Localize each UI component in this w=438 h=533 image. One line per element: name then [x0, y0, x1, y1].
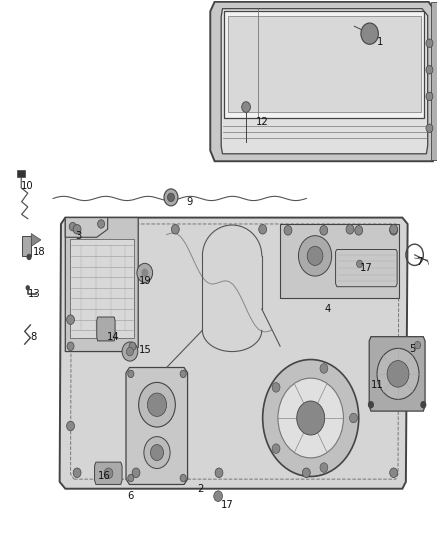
Text: 7: 7: [417, 257, 423, 267]
Circle shape: [180, 370, 186, 377]
Circle shape: [69, 222, 76, 231]
Circle shape: [357, 260, 363, 268]
Circle shape: [272, 444, 280, 454]
Polygon shape: [224, 11, 424, 118]
Polygon shape: [97, 317, 115, 341]
Circle shape: [320, 225, 328, 235]
Text: 8: 8: [31, 332, 37, 342]
Text: 17: 17: [360, 263, 373, 272]
Circle shape: [346, 224, 354, 234]
Circle shape: [263, 360, 359, 477]
Circle shape: [259, 224, 267, 234]
Circle shape: [320, 463, 328, 472]
Circle shape: [25, 285, 30, 290]
Text: 15: 15: [138, 345, 151, 356]
Circle shape: [284, 225, 292, 235]
Polygon shape: [221, 9, 427, 154]
Circle shape: [180, 474, 186, 482]
Text: 4: 4: [325, 304, 331, 314]
Circle shape: [426, 124, 433, 133]
Polygon shape: [369, 337, 425, 411]
Text: 17: 17: [220, 499, 233, 510]
Bar: [21, 236, 31, 256]
Text: 16: 16: [98, 472, 111, 481]
Circle shape: [139, 382, 175, 427]
Circle shape: [426, 66, 433, 74]
Circle shape: [390, 224, 398, 234]
Circle shape: [377, 349, 419, 399]
Text: 12: 12: [255, 117, 268, 127]
Circle shape: [387, 361, 409, 387]
Circle shape: [129, 342, 136, 351]
Text: 2: 2: [198, 484, 204, 494]
Text: 19: 19: [138, 277, 151, 286]
Text: 10: 10: [21, 181, 33, 191]
Polygon shape: [126, 368, 187, 484]
Circle shape: [67, 421, 74, 431]
Circle shape: [420, 401, 426, 408]
Text: 3: 3: [75, 231, 81, 241]
Text: 9: 9: [186, 197, 192, 207]
Circle shape: [164, 189, 178, 206]
Polygon shape: [431, 2, 437, 160]
Polygon shape: [228, 15, 421, 112]
Polygon shape: [210, 2, 435, 161]
Circle shape: [215, 468, 223, 478]
Circle shape: [67, 315, 74, 325]
Circle shape: [144, 437, 170, 469]
Circle shape: [415, 342, 421, 349]
Circle shape: [73, 468, 81, 478]
Circle shape: [26, 254, 32, 260]
Circle shape: [350, 413, 357, 423]
Polygon shape: [65, 217, 108, 237]
Circle shape: [127, 348, 134, 356]
Circle shape: [141, 269, 148, 277]
Circle shape: [122, 342, 138, 361]
Circle shape: [298, 236, 332, 276]
Bar: [17, 169, 25, 177]
Circle shape: [150, 445, 163, 461]
Polygon shape: [95, 462, 122, 484]
Circle shape: [297, 401, 325, 435]
Text: 11: 11: [371, 379, 383, 390]
Circle shape: [137, 263, 152, 282]
Text: 13: 13: [28, 289, 40, 299]
Circle shape: [278, 378, 343, 458]
Circle shape: [214, 491, 223, 502]
Polygon shape: [70, 239, 134, 338]
Circle shape: [390, 468, 398, 478]
Circle shape: [148, 393, 166, 416]
Text: 5: 5: [409, 344, 415, 354]
Circle shape: [355, 225, 363, 235]
Text: 6: 6: [127, 491, 134, 501]
Circle shape: [242, 102, 251, 112]
Text: 1: 1: [378, 37, 384, 47]
Circle shape: [128, 474, 134, 482]
Circle shape: [104, 468, 113, 479]
Polygon shape: [280, 224, 399, 298]
Polygon shape: [60, 217, 408, 489]
Circle shape: [132, 468, 140, 478]
Text: 14: 14: [107, 332, 120, 342]
Circle shape: [361, 23, 378, 44]
Polygon shape: [31, 233, 41, 246]
Circle shape: [128, 370, 134, 377]
Circle shape: [302, 468, 310, 478]
Circle shape: [307, 246, 323, 265]
Circle shape: [426, 92, 433, 101]
Circle shape: [426, 39, 433, 47]
Circle shape: [320, 364, 328, 373]
Circle shape: [98, 220, 105, 228]
Polygon shape: [65, 217, 138, 352]
Circle shape: [272, 383, 280, 392]
Circle shape: [67, 342, 74, 351]
Circle shape: [390, 225, 398, 235]
Polygon shape: [336, 249, 397, 287]
Text: 18: 18: [33, 247, 46, 256]
Circle shape: [73, 224, 81, 234]
Circle shape: [167, 193, 174, 201]
Circle shape: [171, 224, 179, 234]
Circle shape: [368, 401, 374, 408]
